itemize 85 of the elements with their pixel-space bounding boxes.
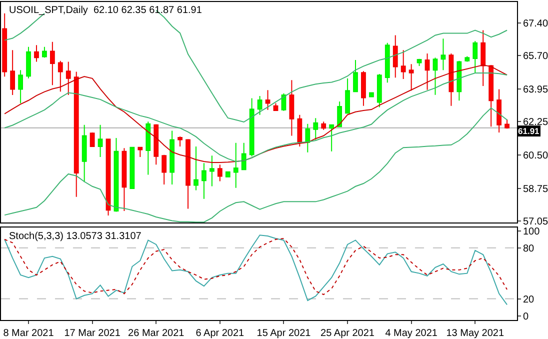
candlestick <box>50 41 55 86</box>
line-series <box>4 108 508 223</box>
candlestick <box>98 124 103 158</box>
candlestick <box>464 56 470 62</box>
y-tick-label: 67.40 <box>523 18 548 30</box>
y-tick-label: 80 <box>523 243 535 254</box>
candlestick <box>82 124 87 183</box>
candlestick <box>456 60 462 102</box>
candlestick <box>233 142 238 188</box>
ref-line-label: 61.91 <box>518 126 540 136</box>
candlestick <box>289 80 294 136</box>
y-tick-label: 0 <box>523 311 529 322</box>
candlestick <box>241 142 246 171</box>
candlestick <box>42 46 47 58</box>
y-tick-label: 60.50 <box>523 150 548 162</box>
candlestick <box>18 70 23 104</box>
y-tick-label: 62.25 <box>523 116 548 128</box>
candlestick <box>369 92 374 98</box>
y-tick-label: 63.95 <box>523 84 548 96</box>
candlestick <box>400 50 406 80</box>
candlestick <box>265 90 270 110</box>
candlestick <box>416 58 422 66</box>
x-tick-label: 13 May 2021 <box>446 328 504 339</box>
candlestick <box>432 57 438 96</box>
y-tick-label: 65.70 <box>523 50 548 62</box>
candlestick <box>146 121 151 176</box>
candlestick <box>114 138 119 212</box>
candlestick <box>313 118 318 140</box>
candlestick <box>34 44 39 62</box>
x-tick-label: 17 Mar 2021 <box>64 328 121 339</box>
y-tick-label: 20 <box>523 294 535 306</box>
candlestick <box>480 30 486 87</box>
x-tick-label: 4 May 2021 <box>385 328 438 339</box>
candlestick <box>353 60 358 92</box>
candlestick <box>329 124 334 152</box>
candlestick <box>297 114 302 147</box>
candlestick <box>345 78 350 114</box>
candlestick <box>209 155 214 187</box>
candlestick <box>321 121 326 130</box>
candlestick <box>178 136 182 147</box>
x-tick-label: 26 Mar 2021 <box>128 328 185 339</box>
candlestick <box>305 123 310 153</box>
candlestick <box>504 118 510 130</box>
candlestick <box>376 74 382 108</box>
candlestick <box>74 71 79 198</box>
candlestick <box>225 170 230 178</box>
candlestick <box>58 60 63 92</box>
candlestick <box>154 124 159 166</box>
x-tick-label: 25 Apr 2021 <box>320 328 375 339</box>
candlestick <box>138 146 143 158</box>
candlestick <box>448 53 454 106</box>
candlestick <box>186 138 190 210</box>
candlestick <box>337 101 342 128</box>
candlestick <box>26 46 31 79</box>
chart-title: Stoch(5,3,3) 13.0573 31.3107 <box>9 231 142 242</box>
candlestick <box>194 146 198 191</box>
candlestick <box>472 40 478 74</box>
chart-title: USOIL_SPT,Daily 62.10 62.35 61.87 61.91 <box>9 5 202 16</box>
candlestick <box>66 61 71 96</box>
candlestick <box>384 42 390 84</box>
y-tick-label: 100 <box>523 226 540 238</box>
candlestick <box>257 95 262 116</box>
candlestick <box>488 64 494 128</box>
candlestick <box>440 38 446 71</box>
candlestick <box>2 12 8 78</box>
candlestick <box>10 50 16 96</box>
candlestick <box>202 162 206 200</box>
candlestick <box>408 64 414 92</box>
candlestick <box>130 146 135 190</box>
candlestick <box>361 70 366 106</box>
candlestick <box>249 98 254 157</box>
candlestick <box>424 53 430 90</box>
x-tick-label: 6 Apr 2021 <box>196 328 245 339</box>
candlestick <box>122 148 127 212</box>
candlestick <box>496 88 502 133</box>
candlestick <box>170 130 175 185</box>
candlestick <box>392 34 398 78</box>
y-tick-label: 57.05 <box>523 216 548 228</box>
candlestick <box>162 154 167 185</box>
x-tick-label: 15 Apr 2021 <box>256 328 312 339</box>
candlestick <box>90 132 95 148</box>
candlestick <box>106 138 111 216</box>
x-tick-label: 8 Mar 2021 <box>3 328 54 339</box>
y-tick-label: 58.75 <box>523 184 548 195</box>
candlestick <box>217 164 222 182</box>
